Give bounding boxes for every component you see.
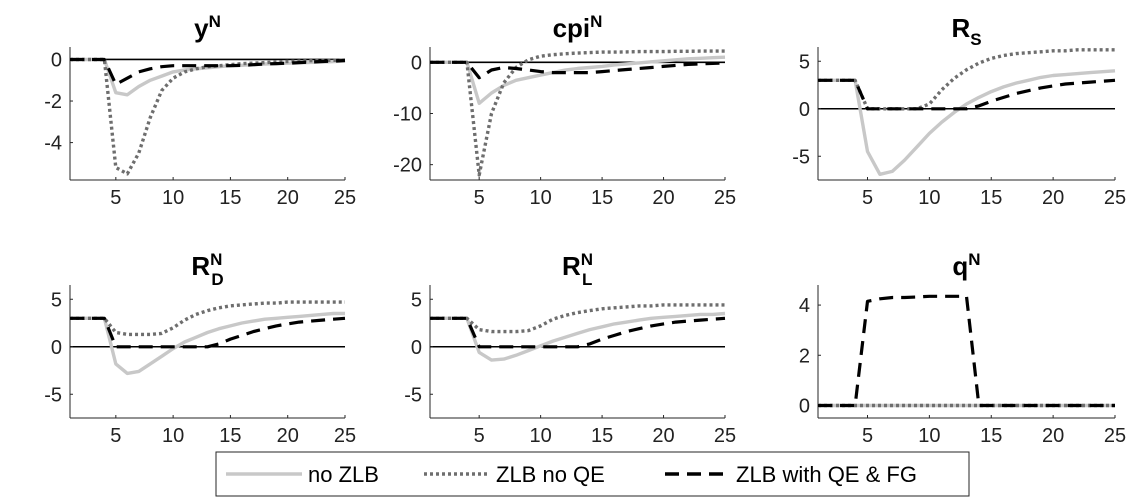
x-tick-label: 15 xyxy=(980,187,1002,209)
x-tick-label: 15 xyxy=(980,425,1002,447)
x-tick-label: 10 xyxy=(918,187,940,209)
x-tick-label: 15 xyxy=(219,425,241,447)
x-tick-label: 5 xyxy=(862,425,873,447)
y-tick-label: -20 xyxy=(393,155,422,177)
x-tick-label: 5 xyxy=(862,187,873,209)
y-tick-label: 0 xyxy=(411,52,422,74)
series-line-zlbNoQE xyxy=(818,48,1115,111)
series-line-zlbQEFG xyxy=(818,78,1116,111)
x-tick-label: 20 xyxy=(652,425,674,447)
x-tick-label: 10 xyxy=(530,425,552,447)
x-tick-label: 5 xyxy=(474,425,485,447)
y-tick-label: -5 xyxy=(792,146,810,168)
x-tick-label: 15 xyxy=(219,187,241,209)
y-tick-label: 5 xyxy=(799,51,810,73)
y-tick-label: -5 xyxy=(44,384,62,406)
series-line-noZLB xyxy=(430,311,726,362)
panel-r-s: 5 10 15 20 25 -5 0 5 RS xyxy=(792,13,1126,209)
legend-box xyxy=(215,451,970,497)
series-line-zlbNoQE xyxy=(70,300,345,337)
y-tick-label: -2 xyxy=(44,91,62,113)
panel-title: RS xyxy=(951,13,981,49)
y-tick-label: 5 xyxy=(51,289,62,311)
series-line-zlbQEFG xyxy=(818,294,1115,408)
x-tick-label: 20 xyxy=(277,187,299,209)
panel-title: cpiN xyxy=(553,12,603,43)
y-tick-label: 0 xyxy=(51,337,62,359)
x-tick-label: 10 xyxy=(918,425,940,447)
x-tick-label: 15 xyxy=(591,187,613,209)
series-line-zlbQEFG xyxy=(430,60,726,80)
panel-q-n: 5 10 15 20 25 0 2 4 qN xyxy=(799,250,1126,447)
x-tick-label: 20 xyxy=(277,425,299,447)
legend-label-zlbNoQE: ZLB no QE xyxy=(496,462,605,487)
panel-title: qN xyxy=(952,250,980,281)
legend-label-zlbQEFG: ZLB with QE & FG xyxy=(736,462,917,487)
series-line-zlbQEFG xyxy=(70,316,346,349)
y-tick-label: 2 xyxy=(799,345,810,367)
x-tick-label: 10 xyxy=(162,425,184,447)
x-tick-label: 20 xyxy=(1042,187,1064,209)
x-tick-label: 25 xyxy=(334,187,356,209)
y-tick-label: -5 xyxy=(404,384,422,406)
panel-title: RN L xyxy=(562,250,593,289)
y-tick-label: 5 xyxy=(411,289,422,311)
panel-r-l-n: 5 10 15 20 25 -5 0 5 RN L xyxy=(404,250,736,447)
y-tick-label: 0 xyxy=(799,99,810,121)
x-tick-label: 25 xyxy=(714,425,736,447)
legend-label-noZLB: no ZLB xyxy=(308,462,379,487)
y-tick-label: -4 xyxy=(44,133,62,155)
panel-title: RN D xyxy=(191,250,223,289)
series-line-noZLB xyxy=(818,69,1116,177)
x-tick-label: 10 xyxy=(530,187,552,209)
x-tick-label: 25 xyxy=(1104,187,1126,209)
legend: no ZLB ZLB no QE ZLB with QE & FG xyxy=(215,451,970,497)
y-tick-label: 0 xyxy=(799,395,810,417)
x-tick-label: 10 xyxy=(162,187,184,209)
series-line-zlbQEFG xyxy=(430,316,726,349)
x-tick-label: 25 xyxy=(334,425,356,447)
series-line-noZLB xyxy=(70,311,345,376)
x-tick-label: 5 xyxy=(474,187,485,209)
panel-y-n: 5 10 15 20 25 -4 -2 0 yN xyxy=(44,12,356,209)
y-tick-label: 0 xyxy=(51,49,62,71)
series-line-noZLB xyxy=(430,55,726,106)
panel-cpi-n: 5 10 15 20 25 -20 -10 0 cpiN xyxy=(393,12,736,209)
series-line-zlbNoQE xyxy=(430,303,725,334)
y-tick-label: 4 xyxy=(799,295,810,317)
y-tick-label: -10 xyxy=(393,104,422,126)
x-tick-label: 5 xyxy=(110,425,121,447)
x-tick-label: 25 xyxy=(714,187,736,209)
x-tick-label: 15 xyxy=(591,425,613,447)
series-line-zlbNoQE xyxy=(430,49,725,177)
panel-r-d-n: 5 10 15 20 25 -5 0 5 RN D xyxy=(44,250,356,447)
x-tick-label: 20 xyxy=(1042,425,1064,447)
y-tick-label: 0 xyxy=(411,337,422,359)
x-tick-label: 25 xyxy=(1104,425,1126,447)
x-tick-label: 5 xyxy=(110,187,121,209)
series-line-zlbQEFG xyxy=(70,57,346,87)
panel-title: yN xyxy=(194,12,221,43)
x-tick-label: 20 xyxy=(652,187,674,209)
